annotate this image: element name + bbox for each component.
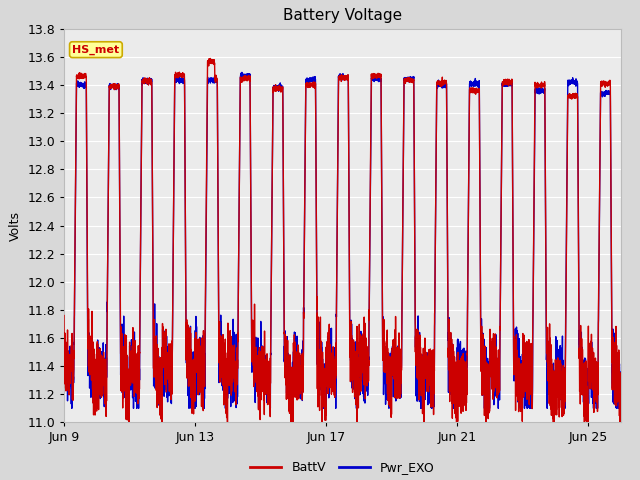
Title: Battery Voltage: Battery Voltage (283, 9, 402, 24)
Text: HS_met: HS_met (72, 45, 120, 55)
Legend: BattV, Pwr_EXO: BattV, Pwr_EXO (245, 456, 440, 479)
Y-axis label: Volts: Volts (9, 211, 22, 240)
